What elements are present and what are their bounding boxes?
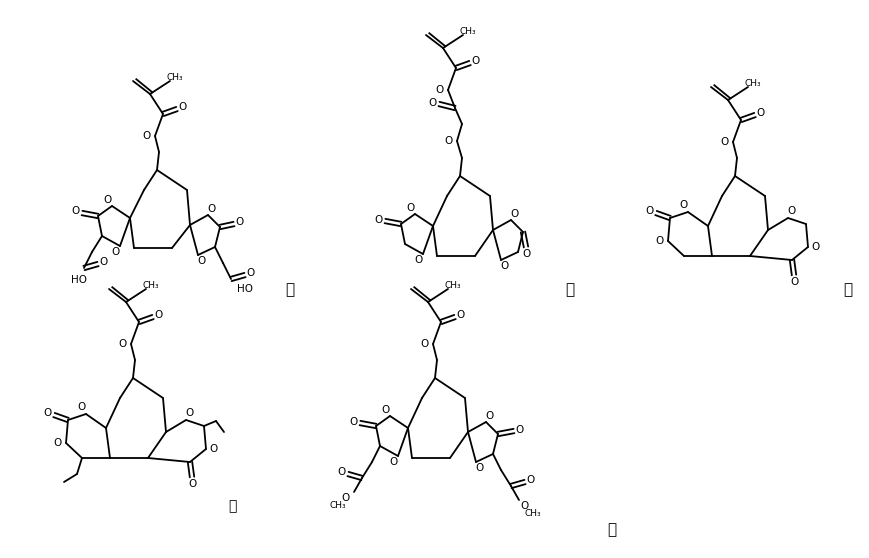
Text: O: O (189, 479, 197, 489)
Text: HO: HO (236, 284, 253, 294)
Text: O: O (756, 108, 764, 118)
Text: O: O (655, 236, 663, 246)
Text: O: O (78, 402, 86, 412)
Text: O: O (720, 137, 728, 147)
Text: O: O (209, 444, 218, 454)
Text: O: O (679, 200, 687, 210)
Text: O: O (72, 206, 80, 216)
Text: O: O (179, 102, 187, 112)
Text: O: O (790, 277, 799, 287)
Text: O: O (515, 425, 523, 435)
Text: O: O (381, 405, 389, 415)
Text: CH₃: CH₃ (459, 26, 475, 36)
Text: O: O (143, 131, 151, 141)
Text: O: O (119, 339, 127, 349)
Text: O: O (787, 206, 795, 216)
Text: O: O (389, 457, 398, 467)
Text: 、: 、 (842, 282, 852, 297)
Text: O: O (485, 411, 494, 421)
Text: O: O (155, 310, 163, 320)
Text: O: O (407, 203, 415, 213)
Text: O: O (428, 98, 436, 108)
Text: O: O (456, 310, 465, 320)
Text: O: O (375, 215, 382, 225)
Text: O: O (471, 56, 480, 66)
Text: O: O (510, 209, 519, 219)
Text: O: O (247, 268, 255, 278)
Text: O: O (103, 195, 112, 205)
Text: O: O (811, 242, 819, 252)
Text: O: O (54, 438, 62, 448)
Text: O: O (444, 136, 453, 146)
Text: O: O (342, 493, 349, 503)
Text: O: O (475, 463, 483, 473)
Text: O: O (527, 475, 534, 485)
Text: O: O (112, 247, 120, 257)
Text: O: O (186, 408, 194, 418)
Text: CH₃: CH₃ (444, 281, 461, 290)
Text: O: O (349, 417, 358, 427)
Text: O: O (197, 256, 206, 266)
Text: 、: 、 (285, 282, 295, 297)
Text: O: O (43, 408, 52, 418)
Text: 和: 和 (228, 499, 235, 513)
Text: CH₃: CH₃ (744, 79, 760, 88)
Text: 、: 、 (565, 282, 574, 297)
Text: O: O (645, 206, 653, 216)
Text: O: O (235, 217, 244, 227)
Text: CH₃: CH₃ (167, 73, 183, 81)
Text: O: O (337, 467, 346, 477)
Text: CH₃: CH₃ (329, 502, 346, 511)
Text: O: O (501, 261, 508, 271)
Text: O: O (421, 339, 428, 349)
Text: 。: 。 (607, 522, 616, 537)
Text: CH₃: CH₃ (143, 281, 159, 290)
Text: O: O (415, 255, 422, 265)
Text: O: O (522, 249, 530, 259)
Text: O: O (100, 257, 108, 267)
Text: CH₃: CH₃ (524, 509, 541, 518)
Text: O: O (208, 204, 216, 214)
Text: O: O (521, 501, 528, 511)
Text: O: O (435, 85, 443, 95)
Text: HO: HO (71, 275, 87, 285)
